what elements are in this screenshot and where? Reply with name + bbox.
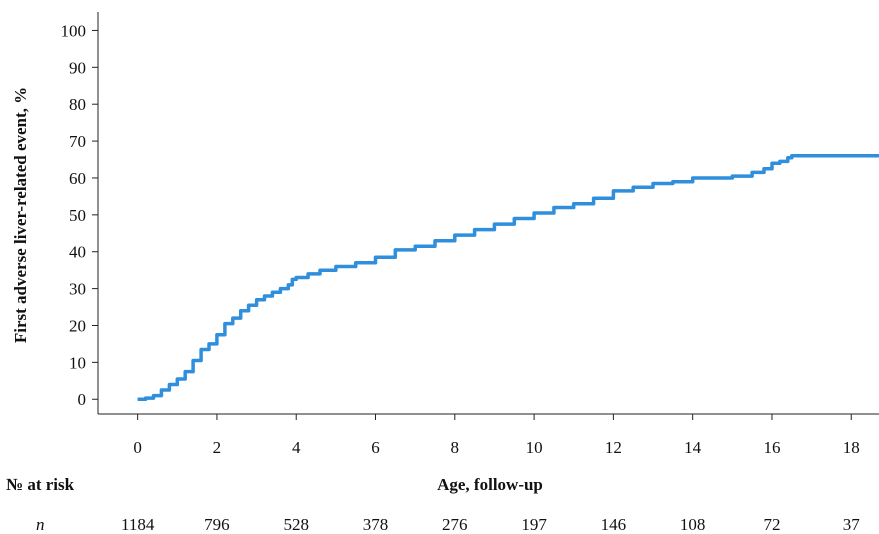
x-tick-label: 12 xyxy=(605,438,622,457)
y-ticks: 0 10 20 30 40 50 60 70 80 90 100 xyxy=(61,21,98,409)
at-risk-title: № at risk xyxy=(6,475,75,494)
at-risk-row: 1184 796 528 378 276 197 146 108 72 37 xyxy=(121,515,860,534)
y-tick-label: 30 xyxy=(69,280,86,299)
y-tick-label: 60 xyxy=(69,169,86,188)
y-tick-label: 40 xyxy=(69,243,86,262)
at-risk-value: 72 xyxy=(763,515,780,534)
x-axis-title: Age, follow-up xyxy=(437,475,543,494)
x-tick-label: 8 xyxy=(451,438,460,457)
y-tick-label: 80 xyxy=(69,95,86,114)
x-tick-label: 6 xyxy=(371,438,380,457)
y-tick-label: 70 xyxy=(69,132,86,151)
x-tick-label: 0 xyxy=(133,438,142,457)
x-tick-label: 14 xyxy=(684,438,702,457)
x-tick-label: 16 xyxy=(763,438,780,457)
at-risk-value: 1184 xyxy=(121,515,155,534)
at-risk-value: 146 xyxy=(601,515,627,534)
at-risk-row-label: n xyxy=(36,515,45,534)
x-tick-label: 10 xyxy=(526,438,543,457)
y-tick-label: 50 xyxy=(69,206,86,225)
y-axis-title: First adverse liver-related event, % xyxy=(11,87,30,343)
at-risk-value: 37 xyxy=(843,515,861,534)
x-tick-label: 18 xyxy=(843,438,860,457)
at-risk-value: 378 xyxy=(363,515,389,534)
y-tick-label: 20 xyxy=(69,316,86,335)
series-line xyxy=(137,154,879,401)
at-risk-value: 197 xyxy=(521,515,547,534)
x-ticks: 0 2 4 6 8 10 12 14 16 18 xyxy=(133,414,860,457)
at-risk-value: 528 xyxy=(283,515,309,534)
y-tick-label: 0 xyxy=(78,390,87,409)
x-tick-label: 2 xyxy=(213,438,222,457)
at-risk-value: 108 xyxy=(680,515,706,534)
at-risk-value: 276 xyxy=(442,515,468,534)
y-tick-label: 10 xyxy=(69,353,86,372)
y-tick-label: 90 xyxy=(69,58,86,77)
at-risk-value: 796 xyxy=(204,515,230,534)
y-tick-label: 100 xyxy=(61,21,87,40)
x-tick-label: 4 xyxy=(292,438,301,457)
